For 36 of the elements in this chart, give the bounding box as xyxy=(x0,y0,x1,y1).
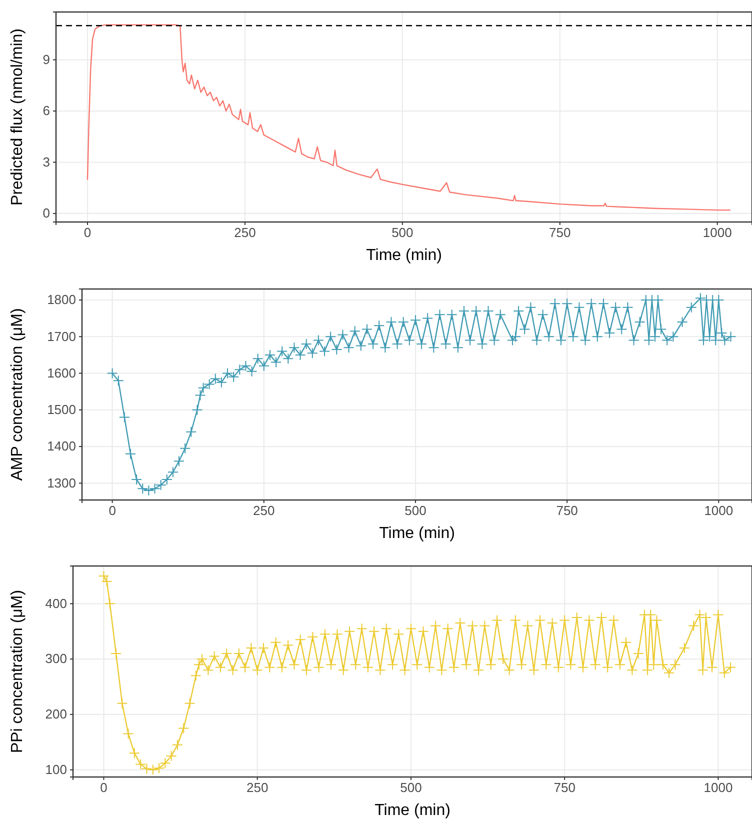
y-tick-label: 6 xyxy=(42,103,50,118)
y-tick-label: 3 xyxy=(42,154,50,170)
y-tick-label: 1600 xyxy=(47,365,76,380)
x-tick-label: 250 xyxy=(246,780,268,796)
y-tick-label: 1300 xyxy=(47,475,76,490)
x-tick-label: 750 xyxy=(549,225,571,240)
x-tick-label: 500 xyxy=(404,503,426,518)
y-tick-label: 400 xyxy=(45,596,67,611)
x-tick-label: 1000 xyxy=(702,225,732,240)
line-series xyxy=(86,24,731,211)
y-axis-title: PPi concentration (μM) xyxy=(9,590,26,754)
x-tick-label: 500 xyxy=(392,225,414,240)
y-tick-label: 200 xyxy=(45,706,67,722)
x-tick-label: 250 xyxy=(234,225,256,240)
x-tick-label: 750 xyxy=(554,780,576,796)
x-axis-title: Time (min) xyxy=(374,802,450,819)
x-tick-label: 500 xyxy=(400,780,422,796)
x-tick-label: 0 xyxy=(108,503,116,518)
y-axis-title: Predicted flux (nmol/min) xyxy=(9,28,26,206)
x-tick-label: 0 xyxy=(84,225,92,240)
x-tick-label: 0 xyxy=(100,780,108,796)
y-tick-label: 300 xyxy=(45,651,67,666)
y-tick-label: 100 xyxy=(45,762,67,777)
x-tick-label: 250 xyxy=(253,503,275,518)
x-tick-label: 1000 xyxy=(704,780,733,796)
y-tick-label: 9 xyxy=(42,52,50,67)
y-tick-label: 1400 xyxy=(47,438,76,454)
x-tick-label: 1000 xyxy=(704,503,734,518)
y-tick-label: 1500 xyxy=(47,402,76,418)
y-tick-label: 1700 xyxy=(47,328,76,344)
y-axis-title: AMP concentration (μM) xyxy=(9,308,26,481)
y-tick-label: 1800 xyxy=(47,292,76,308)
y-tick-label: 0 xyxy=(42,206,50,221)
x-axis-title: Time (min) xyxy=(379,525,455,542)
x-axis-title: Time (min) xyxy=(366,247,442,264)
x-tick-label: 750 xyxy=(556,503,578,518)
